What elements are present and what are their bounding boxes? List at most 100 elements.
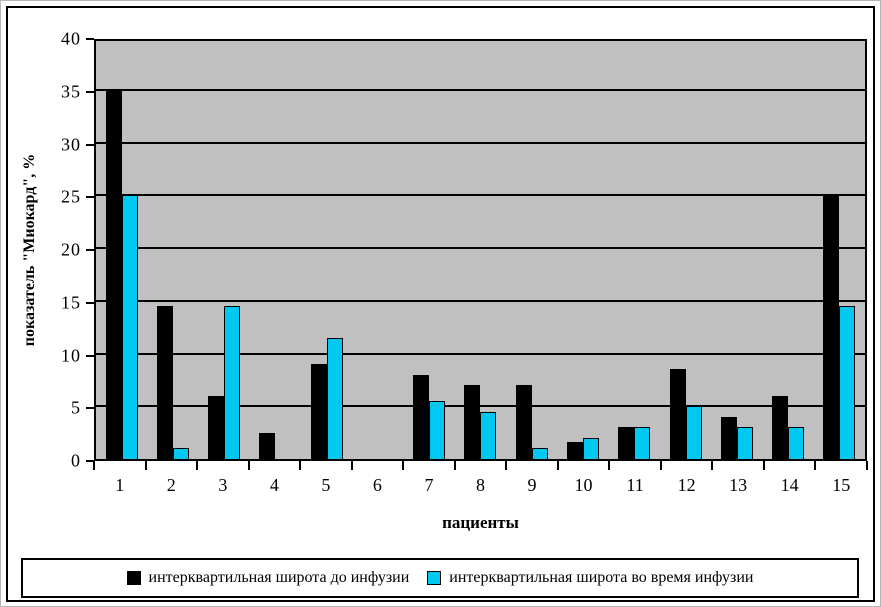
- bar-before-4: [259, 432, 276, 459]
- bar-group-1: [96, 41, 147, 459]
- gridline-5: [96, 405, 865, 408]
- bar-before-12: [669, 369, 686, 459]
- bar-during-5: [326, 337, 343, 459]
- plot-area: [94, 39, 867, 461]
- bar-before-15: [823, 195, 840, 459]
- bar-group-5: [301, 41, 352, 459]
- y-tick-mark-0: [86, 460, 94, 462]
- x-tick-label-4: 4: [269, 475, 279, 495]
- gridline-20: [96, 247, 865, 249]
- x-tick-mark-14: [814, 461, 817, 470]
- x-tick-mark-5: [350, 461, 353, 470]
- x-tick-label-11: 11: [626, 475, 644, 495]
- bar-group-10: [557, 41, 608, 459]
- bar-during-1: [121, 195, 138, 459]
- bar-before-8: [464, 385, 481, 459]
- x-tick-label-1: 1: [115, 475, 125, 495]
- y-tick-label-10: 10: [61, 345, 81, 365]
- bar-during-11: [634, 427, 651, 459]
- legend-item-during: интерквартильная широта во время инфузии: [427, 569, 753, 587]
- x-tick-mark-13: [762, 461, 765, 470]
- legend-label-during: интерквартильная широта во время инфузии: [449, 569, 754, 586]
- x-tick-mark-6: [402, 461, 405, 470]
- x-tick-mark-7: [453, 461, 456, 470]
- x-tick-mark-8: [505, 461, 508, 470]
- legend-label-before: интерквартильная широта до инфузии: [148, 569, 410, 586]
- x-tick-mark-2: [196, 461, 199, 470]
- gridline-25: [96, 194, 865, 197]
- bar-before-10: [567, 442, 584, 459]
- bar-during-15: [839, 306, 856, 459]
- bar-during-14: [788, 427, 805, 459]
- x-tick-label-7: 7: [424, 475, 434, 495]
- bar-during-12: [685, 406, 702, 459]
- bar-before-3: [208, 395, 225, 459]
- bar-during-13: [736, 427, 753, 459]
- x-axis-tick-marks: [93, 461, 868, 470]
- y-tick-mark-10: [86, 354, 94, 357]
- bar-group-14: [762, 41, 813, 459]
- x-tick-mark-0: [93, 461, 95, 470]
- bar-during-10: [583, 437, 600, 459]
- bar-group-9: [506, 41, 557, 459]
- x-tick-mark-15: [866, 461, 868, 470]
- x-tick-label-6: 6: [372, 475, 382, 495]
- bar-before-7: [413, 374, 430, 459]
- x-tick-mark-9: [556, 461, 559, 470]
- y-tick-label-15: 15: [61, 292, 81, 313]
- legend-swatch-before: [126, 571, 141, 585]
- y-tick-label-40: 40: [61, 28, 81, 49]
- y-tick-mark-5: [86, 407, 94, 410]
- x-tick-mark-1: [144, 461, 147, 470]
- y-tick-label-5: 5: [71, 397, 81, 418]
- bar-group-3: [199, 41, 250, 459]
- x-tick-label-5: 5: [321, 475, 331, 495]
- bar-group-2: [147, 41, 198, 459]
- y-tick-mark-35: [86, 90, 94, 93]
- legend: интерквартильная широта до инфузии интер…: [21, 558, 859, 598]
- bar-group-6: [352, 41, 403, 459]
- bar-during-9: [531, 448, 548, 459]
- chart-frame: [6, 6, 875, 602]
- bar-groups: [96, 41, 865, 459]
- x-tick-label-12: 12: [677, 475, 696, 495]
- x-tick-mark-4: [299, 461, 302, 470]
- bar-before-2: [156, 306, 173, 459]
- x-tick-label-10: 10: [574, 475, 593, 495]
- y-axis-tick-labels: 0 5 10 15 20 25 30 35 40: [1, 29, 81, 471]
- y-tick-label-20: 20: [61, 239, 81, 260]
- bar-during-7: [429, 400, 446, 459]
- y-axis-tick-marks: [86, 38, 94, 462]
- x-axis-tick-labels: 1 2 3 4 5 6 7 8 9 10 11 12 13 14 15: [94, 475, 867, 499]
- bar-group-8: [455, 41, 506, 459]
- bar-during-3: [224, 306, 241, 459]
- x-tick-label-13: 13: [729, 475, 748, 495]
- bar-during-8: [480, 411, 497, 459]
- gridline-15: [96, 299, 865, 302]
- bar-group-4: [250, 41, 301, 459]
- gridline-35: [96, 88, 865, 91]
- y-tick-mark-20: [86, 249, 94, 251]
- bar-during-2: [172, 448, 189, 459]
- gridline-10: [96, 352, 865, 355]
- bar-before-5: [310, 364, 327, 459]
- bar-before-14: [772, 395, 789, 459]
- legend-swatch-during: [427, 571, 442, 585]
- y-tick-label-35: 35: [61, 81, 81, 102]
- bar-group-7: [404, 41, 455, 459]
- bar-group-15: [814, 41, 865, 459]
- x-tick-mark-10: [608, 461, 611, 470]
- x-tick-mark-12: [711, 461, 714, 470]
- x-tick-mark-11: [659, 461, 662, 470]
- bar-before-11: [618, 427, 635, 459]
- x-tick-label-14: 14: [780, 475, 799, 495]
- y-tick-label-30: 30: [61, 134, 81, 154]
- bar-group-11: [609, 41, 660, 459]
- x-tick-label-8: 8: [475, 475, 485, 495]
- y-tick-mark-40: [86, 38, 94, 40]
- bar-group-13: [711, 41, 762, 459]
- gridline-30: [96, 141, 865, 144]
- y-tick-mark-25: [86, 196, 94, 199]
- x-tick-label-9: 9: [527, 475, 537, 495]
